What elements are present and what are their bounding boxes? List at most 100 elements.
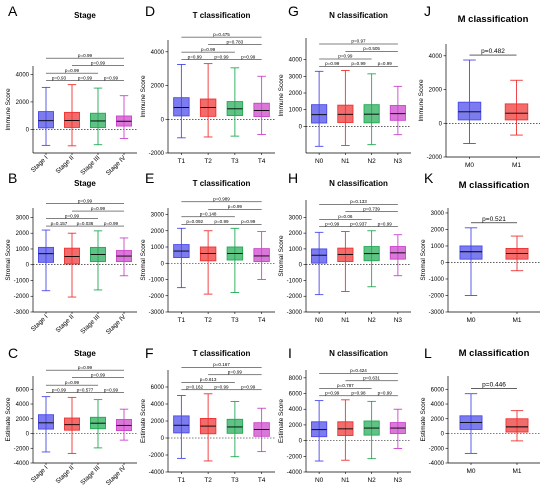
y-tick-label: 0: [26, 128, 30, 134]
box-m1: [505, 410, 529, 442]
box-iqr: [253, 102, 270, 118]
y-tick-label: 3000: [16, 215, 30, 221]
x-tick-label: T2: [204, 158, 212, 165]
y-tick-label: 1000: [289, 247, 303, 253]
p-value-label: p=0.99: [338, 54, 353, 59]
y-tick-label: 4000: [289, 58, 303, 64]
box-iqr: [38, 414, 54, 430]
y-axis-label: Estimate Score: [140, 399, 147, 443]
y-tick-label: 0: [299, 124, 303, 130]
p-value-label: p=0.97: [351, 39, 366, 44]
box-stage-ii: [64, 232, 80, 298]
p-value-label: p=0.783: [227, 39, 244, 44]
box-m1: [505, 235, 529, 272]
box-iqr: [389, 105, 406, 121]
y-axis-label: Estimate Score: [420, 397, 427, 441]
panel-title: M classification: [459, 348, 530, 359]
p-value-label: p=0.99: [52, 387, 67, 392]
box-iqr: [457, 101, 482, 121]
y-tick-label: 4000: [151, 402, 165, 408]
box-t3: [226, 401, 244, 458]
box-t2: [199, 393, 217, 462]
box-iqr: [459, 245, 483, 260]
panel-letter: G: [288, 3, 299, 19]
p-value-label: p=0.99: [241, 385, 256, 390]
y-tick-label: -1000: [287, 278, 303, 284]
y-tick-label: 4000: [16, 72, 30, 78]
p-value-label: p=0.739: [363, 206, 380, 211]
y-tick-label: 3000: [289, 215, 303, 221]
y-tick-label: 4000: [16, 402, 30, 408]
y-tick-label: 6000: [151, 385, 165, 391]
box-t4: [253, 407, 270, 453]
y-tick-label: 1000: [16, 247, 30, 253]
p-value-label: p=0.99: [78, 365, 93, 370]
x-tick-label: Stage II: [55, 313, 76, 334]
y-tick-label: -2000: [427, 155, 443, 161]
y-tick-label: 2000: [151, 419, 165, 425]
x-tick-label: M1: [512, 468, 521, 475]
panel-i: I N classification -4000 -2000 0 2000 4000 6000…: [278, 345, 411, 484]
p-value-label: p=0.99: [78, 75, 93, 80]
panel-letter: B: [8, 170, 17, 186]
box-n0: [311, 400, 328, 462]
p-value-label: p=0.577: [77, 387, 94, 392]
panel-c: C Stage -4000 -2000 0 2000 4000 6000 Estimate Sc…: [5, 345, 137, 487]
y-axis-label: Immune Score: [418, 79, 425, 122]
box-t4: [253, 75, 270, 135]
p-value-label: p=0.162: [186, 385, 203, 390]
p-value-label: p=0.99: [228, 204, 243, 209]
box-iqr: [311, 104, 328, 124]
x-tick-label: M1: [512, 162, 521, 169]
y-tick-label: -1000: [14, 278, 30, 284]
box-iqr: [38, 246, 54, 263]
x-tick-label: Stage I: [30, 313, 50, 333]
y-tick-label: 0: [161, 436, 165, 442]
y-tick-label: 0: [26, 263, 30, 269]
x-tick-label: N2: [367, 158, 376, 165]
box-t4: [253, 231, 270, 280]
p-value-label: p=0.99: [325, 61, 340, 66]
x-tick-label: N3: [394, 477, 403, 484]
box-iqr: [337, 104, 354, 123]
y-tick-label: 1000: [151, 245, 165, 251]
y-tick-label: 2000: [289, 423, 303, 429]
x-tick-label: T3: [231, 477, 239, 484]
panel-letter: I: [288, 345, 292, 361]
p-value-label: p=0.99: [188, 54, 203, 59]
p-value-label: p=0.99: [91, 206, 106, 211]
box-n3: [389, 85, 406, 136]
p-value-label: p=0.99: [378, 391, 393, 396]
x-tick-label: T3: [231, 317, 239, 324]
box-stage-ii: [64, 84, 80, 147]
box-iqr: [173, 415, 190, 434]
panel-k: K M classification -3000 -2000 -1000 0 1000 200…: [420, 170, 540, 324]
box-t1: [173, 395, 190, 459]
x-tick-label: Stage I: [30, 464, 50, 484]
x-tick-label: Stage III: [79, 464, 101, 486]
y-tick-label: -2000: [149, 294, 165, 300]
p-value-label: p=0.99: [351, 61, 366, 66]
x-tick-label: Stage III: [79, 154, 101, 176]
p-value-label: p=0.631: [363, 376, 380, 381]
x-tick-label: Stage IV: [105, 313, 128, 336]
x-tick-label: N0: [315, 317, 324, 324]
panel-title: Stage: [74, 179, 96, 188]
x-tick-label: N3: [394, 158, 403, 165]
x-tick-label: N3: [394, 317, 403, 324]
y-axis-label: Estimate Score: [5, 397, 12, 441]
y-tick-label: 6000: [16, 387, 30, 393]
y-tick-label: 0: [299, 263, 303, 269]
p-value-label: p=0.989: [213, 197, 230, 202]
x-tick-label: N1: [341, 317, 350, 324]
box-stage-iii: [90, 87, 106, 146]
p-value-label: p=0.99: [104, 75, 119, 80]
box-m1: [504, 79, 529, 136]
box-n1: [337, 399, 354, 461]
box-iqr: [64, 417, 80, 431]
panel-letter: E: [145, 170, 154, 186]
y-tick-label: 4000: [429, 54, 443, 60]
box-t1: [173, 227, 190, 289]
x-tick-label: Stage IV: [105, 464, 128, 487]
